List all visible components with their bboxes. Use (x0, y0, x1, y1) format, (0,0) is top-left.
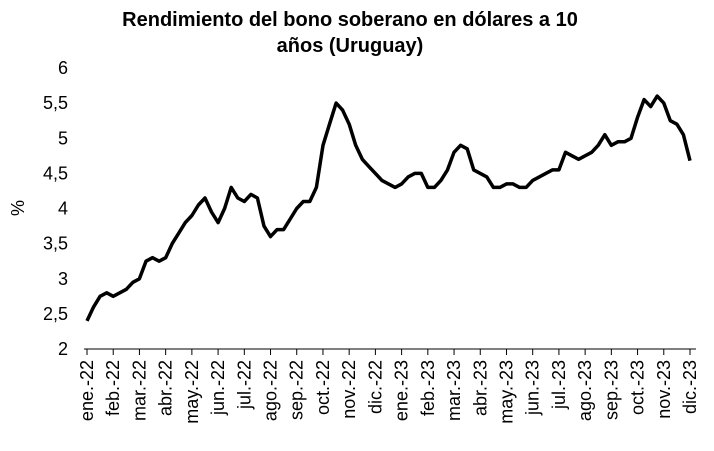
y-tick-label: 4,5 (43, 163, 68, 183)
y-tick-label: 4 (58, 199, 68, 219)
y-tick-label: 5,5 (43, 93, 68, 113)
line-series (85, 94, 692, 322)
y-tick-label: 3 (58, 269, 68, 289)
y-tick-label: 2,5 (43, 304, 68, 324)
y-tick-label: 2 (58, 339, 68, 359)
x-tick-label: mar.-22 (129, 360, 149, 421)
x-tick-label: feb.-23 (418, 360, 438, 416)
x-tick-label: ene.-23 (392, 360, 412, 421)
x-tick-label: mar.-23 (444, 360, 464, 421)
chart-title: años (Uruguay) (277, 35, 424, 57)
x-tick-label: oct.-22 (313, 360, 333, 415)
x-tick-label: may.-23 (496, 360, 516, 424)
y-tick-label: 6 (58, 58, 68, 78)
x-tick-label: jul.-22 (234, 360, 254, 410)
x-tick-label: jul.-23 (549, 360, 569, 410)
x-tick-label: abr.-23 (470, 360, 490, 416)
y-tick-label: 3,5 (43, 234, 68, 254)
x-tick-label: oct.-23 (628, 360, 648, 415)
x-tick-label: may.-22 (182, 360, 202, 424)
x-tick-label: dic.-22 (365, 360, 385, 414)
x-tick-label: jun.-23 (523, 360, 543, 416)
y-tick-label: 5 (58, 128, 68, 148)
x-tick-label: ene.-22 (77, 360, 97, 421)
x-tick-label: ago.-23 (575, 360, 595, 421)
x-tick-label: sep.-23 (601, 360, 621, 420)
x-tick-label: sep.-22 (287, 360, 307, 420)
x-tick-label: nov.-23 (654, 360, 674, 419)
x-tick-label: abr.-22 (156, 360, 176, 416)
x-tick-label: nov.-22 (339, 360, 359, 419)
x-tick-label: ago.-22 (261, 360, 281, 421)
x-tick-label: jun.-22 (208, 360, 228, 416)
chart-title: Rendimiento del bono soberano en dólares… (122, 9, 578, 31)
y-axis-label: % (8, 200, 28, 216)
x-tick-label: feb.-22 (103, 360, 123, 416)
x-tick-label: dic.-23 (680, 360, 700, 414)
